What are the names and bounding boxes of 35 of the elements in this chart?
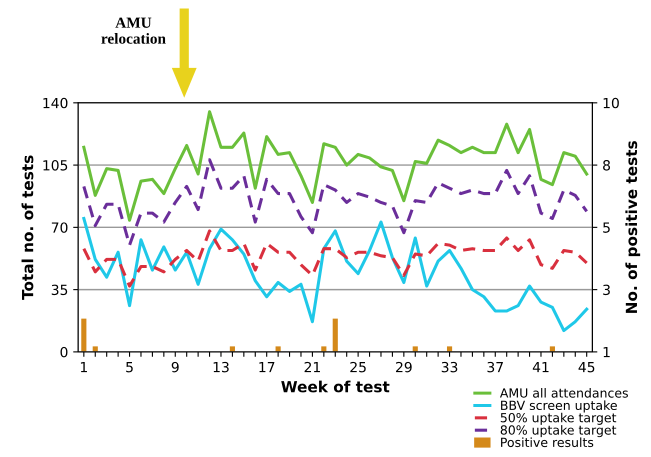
x-tick-label: 33	[442, 362, 458, 372]
y2-axis-title: No. of positive tests	[625, 141, 640, 313]
x-tick-label: 5	[126, 362, 133, 372]
x-tick-label: 37	[487, 362, 503, 372]
line-series	[82, 110, 588, 222]
line-series	[82, 216, 588, 332]
line-series	[82, 229, 588, 288]
y2-tick-label: 1	[604, 347, 610, 358]
y2-tick-label: 8	[603, 160, 610, 171]
x-tick-label: 17	[259, 362, 274, 372]
y-tick-label: 70	[52, 222, 68, 233]
y-axis-title: Total no. of tests	[22, 155, 34, 300]
legend-label: 50% uptake target	[500, 412, 616, 425]
x-tick-label: 9	[172, 362, 179, 372]
x-tick-label: 21	[304, 362, 320, 372]
x-tick-label: 1	[80, 362, 87, 372]
y-tick-label: 35	[52, 284, 68, 296]
legend-label: 80% uptake target	[500, 425, 616, 438]
text: AMU relocation	[101, 18, 166, 44]
legend-label: Positive results	[501, 437, 594, 448]
x-tick-label: 25	[350, 362, 366, 372]
legend-label: AMU all attendances	[500, 388, 628, 398]
x-tick-label: 13	[214, 362, 229, 372]
y2-tick-label: 5	[603, 222, 610, 233]
legend-label: BBV screen uptake	[501, 400, 617, 412]
y-tick-label: 140	[43, 98, 68, 108]
y-tick-label: 105	[43, 160, 68, 171]
y-tick-label: 0	[60, 346, 68, 358]
x-tick-label: 29	[396, 362, 412, 372]
y2-tick-label: 10	[604, 98, 619, 108]
x-tick-label: 41	[532, 362, 549, 372]
line-series	[82, 158, 588, 247]
x-tick-label: 45	[578, 362, 594, 372]
y2-tick-label: 3	[603, 284, 610, 296]
x-axis-title: Week of test	[281, 380, 390, 392]
